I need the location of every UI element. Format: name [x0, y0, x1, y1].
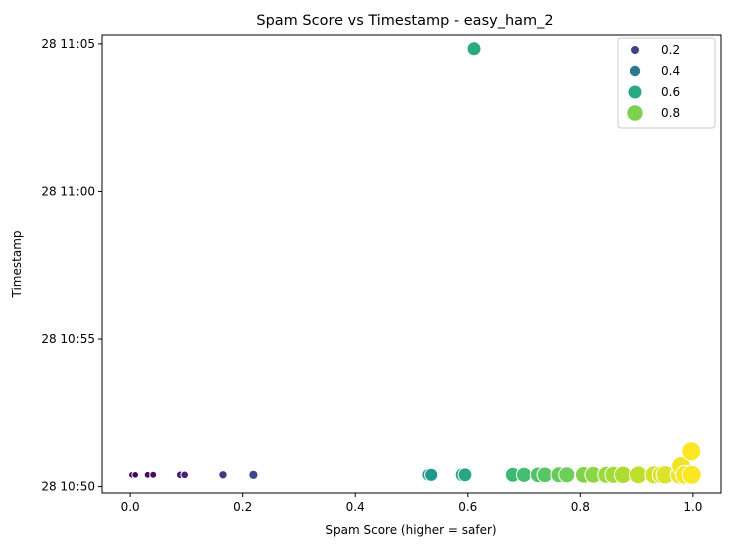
data-point: [515, 466, 533, 483]
legend-marker: [627, 84, 643, 100]
y-tick-label: 28 11:00: [41, 184, 95, 198]
legend-items: 0.2 0.4 0.6 0.8: [626, 43, 680, 122]
x-axis-ticks: 0.0 0.2 0.4 0.6 0.8 1.0: [121, 493, 702, 514]
legend-label: 0.8: [661, 106, 680, 120]
x-tick-label: 0.2: [233, 500, 252, 514]
data-point: [681, 441, 702, 462]
legend-marker: [628, 64, 642, 78]
data-point: [457, 467, 473, 483]
x-tick-label: 1.0: [683, 500, 702, 514]
x-tick-label: 0.8: [571, 500, 590, 514]
y-tick-label: 28 10:50: [41, 480, 95, 494]
legend-box: [617, 37, 716, 129]
x-tick-label: 0.6: [458, 500, 477, 514]
x-tick-label: 0.4: [346, 500, 365, 514]
data-point: [536, 466, 554, 484]
x-axis-label: Spam Score (higher = safer): [325, 523, 496, 537]
data-point: [149, 470, 158, 479]
data-point: [681, 464, 702, 485]
legend-label: 0.2: [661, 43, 680, 57]
data-point: [180, 470, 189, 480]
data-point: [248, 469, 259, 480]
plot-frame: [101, 34, 722, 494]
legend: 0.2 0.4 0.6 0.8: [617, 37, 716, 129]
legend-marker: [626, 104, 644, 122]
y-tick-label: 28 10:55: [41, 332, 95, 346]
data-point: [131, 471, 139, 479]
points-layer: [128, 41, 702, 485]
y-tick-label: 28 11:05: [41, 37, 95, 51]
legend-label: 0.4: [661, 64, 680, 78]
data-point: [424, 467, 439, 482]
data-point: [466, 41, 482, 57]
legend-label: 0.6: [661, 85, 680, 99]
y-axis-label: Timestamp: [10, 231, 24, 299]
legend-marker: [630, 45, 640, 55]
data-point: [218, 470, 228, 480]
chart-title: Spam Score vs Timestamp - easy_ham_2: [256, 13, 553, 29]
x-tick-label: 0.0: [121, 500, 140, 514]
y-axis-ticks: 28 10:50 28 10:55 28 11:00 28 11:05: [41, 37, 102, 494]
data-point: [558, 466, 576, 484]
